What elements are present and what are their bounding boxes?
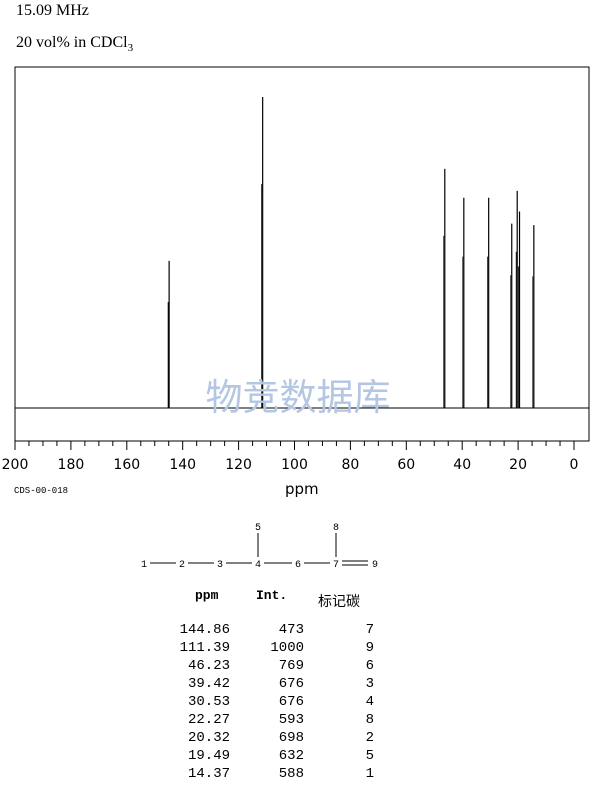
solvent-info: 20 vol% in CDCl3 — [16, 34, 133, 54]
cell-ppm: 39.42 — [187, 676, 230, 692]
x-tick-label: 160 — [113, 457, 140, 473]
cell-ppm: 46.23 — [187, 658, 230, 674]
x-tick-label: 0 — [570, 457, 579, 473]
cell-ppm: 111.39 — [179, 640, 230, 656]
atom-label: 2 — [179, 560, 185, 571]
cell-label: 5 — [365, 748, 374, 764]
cell-int: 593 — [278, 712, 304, 728]
atom-label: 7 — [333, 560, 339, 571]
table-row: 144.86 473 7 — [170, 622, 380, 640]
table-row: 14.37 588 1 — [170, 766, 380, 784]
cell-label: 2 — [365, 730, 374, 746]
cell-ppm: 30.53 — [187, 694, 230, 710]
cell-label: 9 — [365, 640, 374, 656]
x-tick-label: 200 — [2, 457, 29, 473]
x-tick-label: 120 — [225, 457, 252, 473]
table-header-label: 标记碳 — [318, 594, 360, 610]
table-row: 19.49 632 5 — [170, 748, 380, 766]
solvent-subscript: 3 — [127, 42, 134, 55]
table-row: 39.42 676 3 — [170, 676, 380, 694]
cell-label: 4 — [365, 694, 374, 710]
cell-label: 7 — [365, 622, 374, 638]
x-tick-label: 180 — [58, 457, 85, 473]
cell-int: 473 — [278, 622, 304, 638]
x-axis-label: ppm — [285, 480, 319, 498]
cell-label: 1 — [365, 766, 374, 782]
cell-ppm: 22.27 — [187, 712, 230, 728]
atom-label: 6 — [295, 560, 301, 571]
x-tick-label: 80 — [341, 457, 359, 473]
table-row: 46.23 769 6 — [170, 658, 380, 676]
cell-int: 698 — [278, 730, 304, 746]
table-row: 111.39 1000 9 — [170, 640, 380, 658]
x-tick-label: 40 — [453, 457, 471, 473]
cell-ppm: 144.86 — [179, 622, 230, 638]
peak-table: 144.86 473 7 111.39 1000 9 46.23 769 6 39.42 67… — [170, 622, 380, 784]
table-header-ppm: ppm — [195, 588, 219, 603]
cell-label: 3 — [365, 676, 374, 692]
solvent-text: 20 vol% in CDCl — [16, 34, 128, 51]
table-row: 22.27 593 8 — [170, 712, 380, 730]
atom-label: 9 — [372, 560, 378, 571]
table-row: 30.53 676 4 — [170, 694, 380, 712]
cell-ppm: 14.37 — [187, 766, 230, 782]
x-axis: 200 180 160 140 120 100 80 60 40 20 0 — [2, 441, 579, 473]
table-row: 20.32 698 2 — [170, 730, 380, 748]
x-tick-label: 140 — [169, 457, 196, 473]
watermark: 物竞数据库 — [206, 376, 391, 419]
cell-int: 769 — [278, 658, 304, 674]
cell-int: 632 — [278, 748, 304, 764]
cell-int: 588 — [278, 766, 304, 782]
nmr-spectrum: 200 180 160 140 120 100 80 60 40 20 0 物竞数据库 — [2, 66, 590, 473]
cell-label: 8 — [365, 712, 374, 728]
cell-int: 1000 — [270, 640, 304, 656]
cell-ppm: 20.32 — [187, 730, 230, 746]
atom-label: 1 — [141, 560, 147, 571]
atom-label: 3 — [217, 560, 223, 571]
peaks — [167, 97, 535, 408]
x-tick-label: 100 — [281, 457, 308, 473]
cell-int: 676 — [278, 676, 304, 692]
atom-label: 5 — [255, 523, 261, 534]
table-header-int: Int. — [256, 588, 288, 603]
cell-int: 676 — [278, 694, 304, 710]
cell-label: 6 — [365, 658, 374, 674]
atom-label: 8 — [333, 523, 339, 534]
x-tick-label: 20 — [509, 457, 527, 473]
spectrometer-frequency: 15.09 MHz — [16, 2, 89, 19]
atom-label: 4 — [255, 560, 261, 571]
x-tick-label: 60 — [397, 457, 415, 473]
cell-ppm: 19.49 — [187, 748, 230, 764]
spectrum-code: CDS-00-018 — [14, 486, 69, 496]
plot-frame — [14, 66, 590, 442]
